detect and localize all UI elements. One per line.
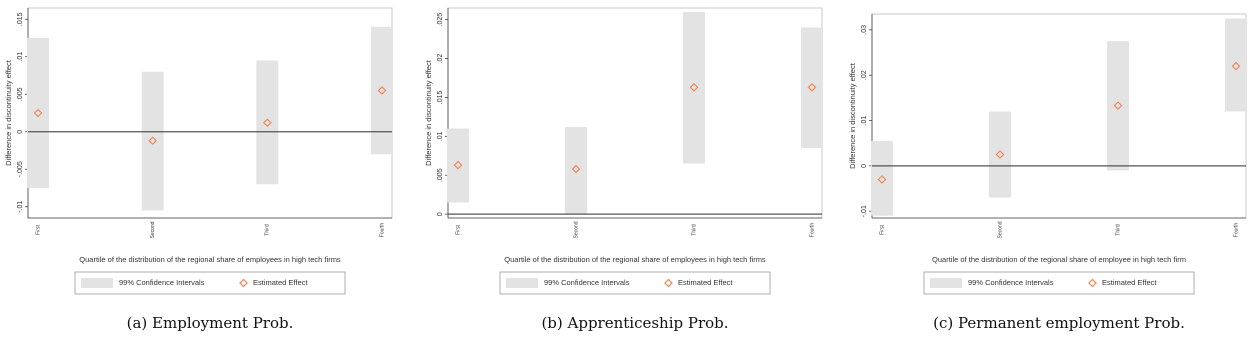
- ci-bar: [447, 128, 469, 203]
- estimate-marker: [995, 150, 1005, 159]
- plot-area: [871, 13, 1247, 219]
- ci-bar: [256, 60, 279, 185]
- x-tick-label: First: [879, 225, 885, 235]
- x-tick-label: First: [455, 225, 461, 235]
- estimate-marker: [571, 164, 581, 174]
- x-tick-label: Fourth: [379, 223, 385, 238]
- caption: (c) Permanent employment Prob.: [933, 314, 1185, 332]
- caption: (b) Apprenticeship Prob.: [541, 314, 728, 332]
- ci-bar: [565, 127, 587, 215]
- legend-label: Estimated Effect: [253, 278, 308, 287]
- x-tick-label: Second: [150, 221, 156, 238]
- estimate-marker: [148, 136, 158, 146]
- y-tick-label: .03: [861, 25, 868, 35]
- ci-bar: [1107, 41, 1129, 171]
- legend-box: [923, 271, 1195, 295]
- legend-marker: [664, 278, 673, 288]
- legend-marker: [1088, 278, 1097, 288]
- x-tick-label: Fourth: [1233, 223, 1239, 238]
- legend-box: [499, 271, 771, 295]
- legend-swatch: [81, 278, 113, 288]
- y-tick-label: 0: [437, 212, 444, 216]
- y-tick-label: 0: [17, 130, 24, 134]
- plot-area: [27, 7, 393, 219]
- ci-bar: [141, 71, 164, 211]
- estimate-marker: [262, 118, 272, 128]
- ci-bar: [683, 11, 705, 164]
- estimate-marker: [33, 108, 43, 118]
- y-tick-label: .01: [861, 116, 868, 126]
- y-axis-label: Difference in discontinuity effect: [4, 59, 13, 166]
- legend-swatch: [930, 278, 962, 288]
- y-tick-label: .005: [437, 168, 444, 182]
- y-tick-label: .025: [437, 13, 444, 27]
- x-tick-label: Second: [997, 221, 1003, 238]
- y-tick-label: .015: [17, 12, 24, 26]
- y-tick-label: .01: [437, 131, 444, 141]
- y-tick-label: .005: [17, 87, 24, 101]
- x-tick-label: Fourth: [809, 223, 815, 238]
- x-tick-label: First: [35, 225, 41, 235]
- legend-label: Estimated Effect: [1102, 278, 1157, 287]
- ci-bar: [801, 27, 823, 149]
- legend-label: Estimated Effect: [678, 278, 733, 287]
- ci-bar: [989, 111, 1011, 198]
- x-tick-label: Third: [1115, 224, 1121, 236]
- estimate-marker: [689, 82, 699, 92]
- x-tick-label: Third: [691, 224, 697, 236]
- legend-marker: [239, 278, 248, 288]
- estimate-marker: [877, 175, 887, 184]
- legend-label: 99% Confidence Intervals: [544, 278, 630, 287]
- y-tick-label: .02: [437, 54, 444, 64]
- legend-label: 99% Confidence Intervals: [119, 278, 205, 287]
- y-tick-label: -.01: [17, 201, 24, 213]
- x-axis-label: Quartile of the distribution of the regi…: [79, 255, 341, 264]
- y-axis-label: Difference in discontinuity effect: [848, 62, 857, 169]
- estimate-marker: [453, 160, 463, 170]
- estimate-marker: [377, 86, 387, 95]
- estimate-marker: [1113, 101, 1123, 110]
- legend-box: [74, 271, 346, 295]
- ci-bar: [371, 26, 393, 155]
- legend-swatch: [506, 278, 538, 288]
- caption: (a) Employment Prob.: [127, 314, 294, 332]
- ci-bar: [27, 38, 49, 188]
- y-tick-label: 0: [861, 164, 868, 168]
- y-tick-label: .01: [17, 52, 24, 62]
- estimate-marker: [1231, 61, 1241, 71]
- ci-bar: [1225, 18, 1247, 112]
- estimate-marker: [807, 82, 817, 92]
- x-axis-label: Quartile of the distribution of the regi…: [504, 255, 766, 264]
- y-tick-label: -.005: [17, 161, 24, 177]
- y-tick-label: .015: [437, 91, 444, 105]
- y-tick-label: .02: [861, 70, 868, 80]
- y-tick-label: -.01: [861, 205, 868, 217]
- legend-label: 99% Confidence Intervals: [968, 278, 1054, 287]
- y-axis-label: Difference in discontinuity effect: [424, 59, 433, 166]
- ci-bar: [871, 140, 893, 216]
- x-tick-label: Second: [573, 221, 579, 238]
- x-tick-label: Third: [265, 224, 271, 236]
- x-axis-label: Quartile of the distribution of the regi…: [932, 255, 1186, 264]
- plot-area: [447, 7, 823, 219]
